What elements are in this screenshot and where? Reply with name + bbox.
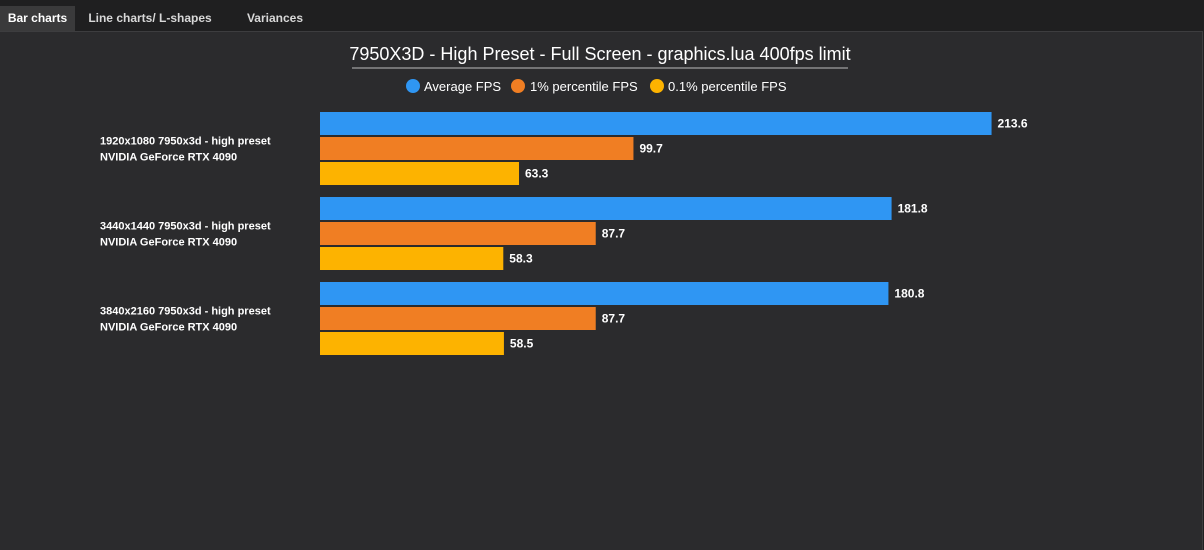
category-labels: 1920x1080 7950x3d - high preset NVIDIA Ge… (100, 136, 271, 334)
bars (320, 112, 992, 355)
tab-line-charts[interactable]: Line charts/ L-shapes (88, 11, 212, 25)
bar-group-2-series-3 (320, 247, 504, 270)
tab-bar-charts[interactable]: Bar charts (0, 6, 75, 31)
value-label-group-2-series-3: 58.3 (509, 252, 533, 266)
value-label-group-3-series-3: 58.5 (510, 337, 534, 351)
value-label-group-1-series-1: 213.6 (998, 117, 1028, 131)
bar-group-1-series-1 (320, 112, 992, 135)
legend: Average FPS 1% percentile FPS 0.1% percent… (406, 79, 787, 94)
legend-swatch-3 (650, 79, 664, 93)
value-label-group-1-series-3: 63.3 (525, 167, 549, 181)
legend-label-3: 0.1% percentile FPS (668, 79, 787, 94)
value-label-group-2-series-2: 87.7 (602, 227, 626, 241)
value-labels: 213.6 99.7 63.3 181.8 87.7 58.3 180.8 87.7 58.5 (509, 117, 1028, 351)
bar-group-3-series-1 (320, 282, 889, 305)
legend-swatch-2 (511, 79, 525, 93)
legend-label-1: Average FPS (424, 79, 501, 94)
value-label-group-3-series-2: 87.7 (602, 312, 626, 326)
category-label-1-line-2: NVIDIA GeForce RTX 4090 (100, 152, 237, 164)
category-label-2-line-2: NVIDIA GeForce RTX 4090 (100, 237, 237, 249)
category-label-1-line-1: 1920x1080 7950x3d - high preset (100, 136, 271, 148)
bar-group-3-series-2 (320, 307, 596, 330)
bar-group-1-series-3 (320, 162, 520, 185)
category-label-3-line-2: NVIDIA GeForce RTX 4090 (100, 322, 237, 334)
category-label-2-line-1: 3440x1440 7950x3d - high preset (100, 221, 271, 233)
chart-title: 7950X3D - High Preset - Full Screen - gr… (349, 44, 850, 64)
legend-label-2: 1% percentile FPS (530, 79, 638, 94)
bar-group-2-series-2 (320, 222, 596, 245)
legend-swatch-1 (406, 79, 420, 93)
tab-variances[interactable]: Variances (246, 11, 304, 25)
tab-bar: Bar charts Line charts/ L-shapes Varianc… (0, 0, 1204, 31)
bar-group-3-series-3 (320, 332, 504, 355)
category-label-3-line-1: 3840x2160 7950x3d - high preset (100, 306, 271, 318)
bar-group-2-series-1 (320, 197, 892, 220)
value-label-group-1-series-2: 99.7 (639, 142, 663, 156)
bar-group-1-series-2 (320, 137, 634, 160)
value-label-group-3-series-1: 180.8 (894, 287, 924, 301)
value-label-group-2-series-1: 181.8 (898, 202, 928, 216)
